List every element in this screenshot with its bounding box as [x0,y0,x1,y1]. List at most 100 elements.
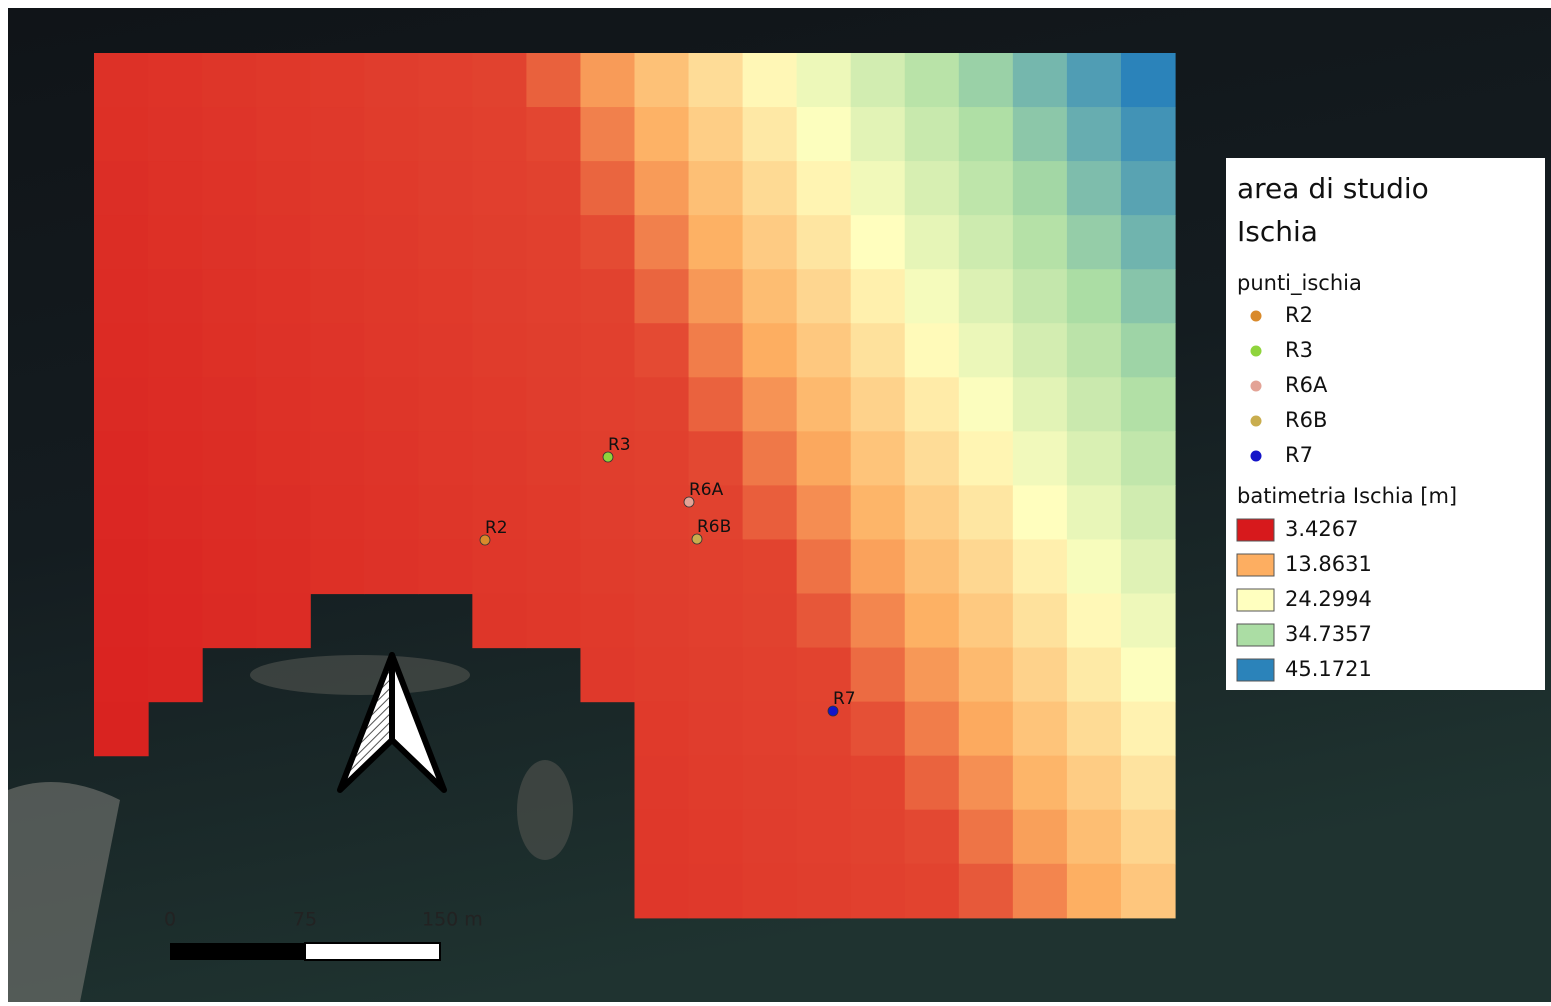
raster-cell [310,431,365,486]
raster-cell [310,107,365,162]
raster-cell [580,161,636,216]
raster-cell [742,647,798,703]
raster-cell [148,485,203,541]
raster-cell [796,863,852,919]
raster-cell [904,431,960,486]
raster-cell [1066,647,1122,703]
raster-cell [364,53,419,108]
raster-cell [796,161,852,216]
raster-cell [418,53,473,108]
legend-point-label: R7 [1285,443,1313,467]
raster-cell [688,107,744,162]
raster-cell [202,323,257,378]
raster-cell [526,485,582,541]
raster-cell [1066,323,1122,378]
raster-cell [958,431,1014,486]
legend-point-label: R6A [1285,373,1328,397]
raster-cell [958,323,1014,378]
raster-cell [958,53,1014,108]
raster-cell [364,431,419,486]
raster-cell [526,323,582,378]
raster-cell [1066,215,1122,270]
raster-cell [958,485,1014,541]
raster-cell [688,377,744,432]
raster-cell [580,485,636,541]
legend-swatch [1236,518,1275,542]
raster-cell [418,215,473,270]
sample-point [827,705,839,717]
raster-cell [742,809,798,865]
raster-cell [958,161,1014,216]
raster-cell [688,593,744,649]
raster-cell [310,323,365,378]
raster-cell [1120,53,1176,108]
sample-point [691,533,703,545]
raster-cell [1066,431,1122,486]
raster-cell [310,215,365,270]
raster-cell [688,755,744,811]
raster-cell [256,107,311,162]
bathymetry-raster [94,53,1176,919]
raster-cell [1012,269,1068,324]
legend-point-symbol [1250,345,1262,357]
raster-cell [796,701,852,757]
raster-cell [1120,485,1176,541]
raster-cell [256,539,311,595]
raster-cell [688,647,744,703]
raster-cell [1012,323,1068,378]
scale-label: 150 m [422,909,483,931]
raster-cell [796,809,852,865]
raster-cell [634,485,690,541]
raster-cell [94,323,149,378]
raster-cell [472,377,527,432]
raster-cell [904,863,960,919]
raster-cell [1012,755,1068,811]
raster-cell [310,539,365,595]
breakwater [250,655,470,695]
point-label: R6B [697,517,731,537]
raster-cell [1120,215,1176,270]
raster-cell [472,485,527,541]
raster-cell [1012,431,1068,486]
raster-cell [94,107,149,162]
raster-cell [148,107,203,162]
legend-point-label: R6B [1285,408,1327,432]
raster-cell [904,593,960,649]
raster-cell [742,539,798,595]
raster-cell [1120,539,1176,595]
raster-cell [634,539,690,595]
raster-cell [634,593,690,649]
raster-cell [850,269,906,324]
raster-cell [958,215,1014,270]
raster-cell [850,485,906,541]
legend-point-symbol [1250,450,1262,462]
raster-cell [796,107,852,162]
raster-cell [526,53,582,108]
raster-cell [472,161,527,216]
legend-group: punti_ischia [1237,271,1362,296]
north-arrow-right [389,652,447,793]
raster-cell [850,431,906,486]
point-label: R3 [608,435,631,455]
sample-point [479,534,491,546]
raster-cell [850,863,906,919]
raster-cell [1066,485,1122,541]
raster-cell [94,539,149,595]
raster-cell [94,161,149,216]
raster-cell [1066,377,1122,432]
raster-cell [688,269,744,324]
raster-cell [634,701,690,757]
raster-cell [202,53,257,108]
raster-cell [310,377,365,432]
raster-cell [94,647,149,703]
raster-cell [1012,647,1068,703]
legend-swatch [1236,588,1275,612]
legend: area di studio Ischia punti_ischia batim… [1226,158,1545,690]
sample-point [683,496,695,508]
raster-cell [148,323,203,378]
legend-swatch [1236,658,1275,682]
raster-cell [850,161,906,216]
raster-cell [202,593,257,649]
scale-label: 75 [293,909,317,931]
